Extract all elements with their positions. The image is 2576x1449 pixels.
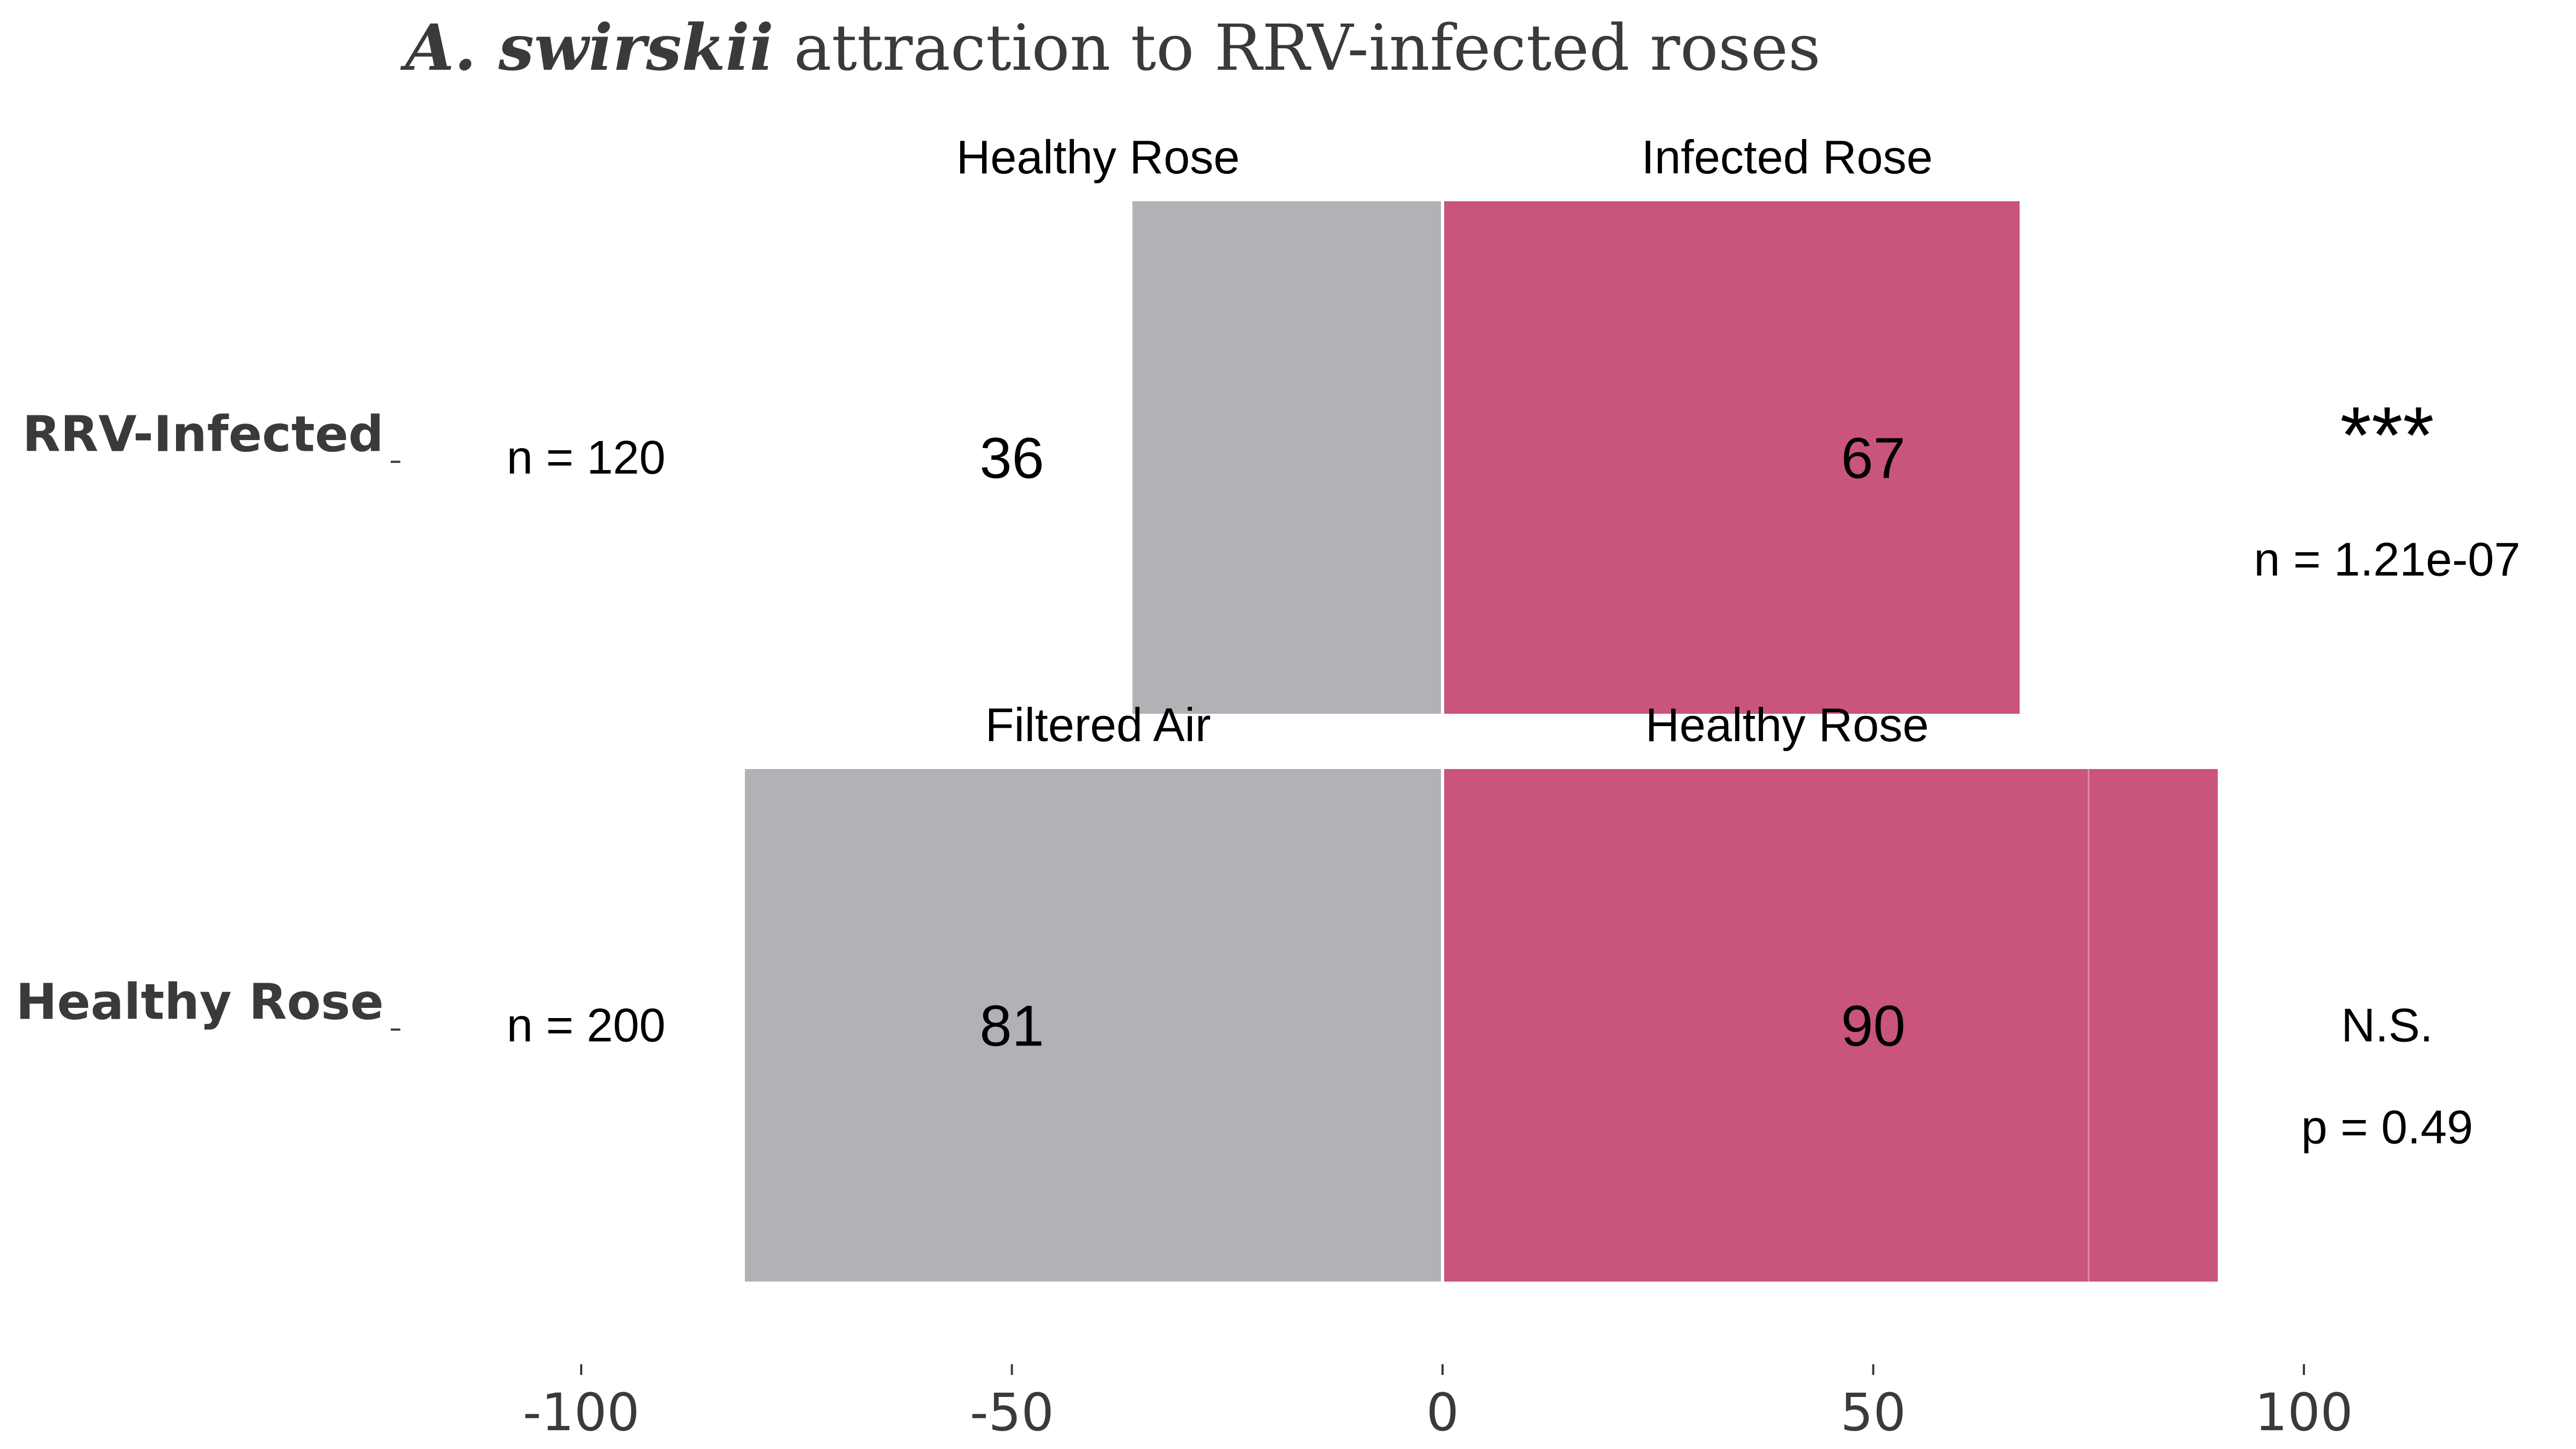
significance-label: *** [2340,390,2434,480]
x-tick-label: 100 [2255,1382,2353,1443]
sample-size-label: n = 200 [507,999,665,1052]
significance-label: N.S. [2341,999,2433,1052]
bar-right [1443,769,2218,1282]
p-value-label: n = 1.21e-07 [2254,533,2521,586]
choice-label-left: Healthy Rose [956,130,1240,184]
bar-left [744,769,1443,1282]
y-category-label: Healthy Rose [16,974,384,1031]
chart-title-species: A. swirskii [400,10,774,85]
choice-label-left: Filtered Air [985,698,1211,751]
x-tick-label: -50 [970,1382,1054,1443]
chart-title-rest: attraction to RRV-infected roses [774,11,1821,85]
chart-title: A. swirskii attraction to RRV-infected r… [400,10,1821,85]
count-label-right: 90 [1841,993,1905,1058]
bar-right [1443,201,2020,714]
bar-left [1132,201,1443,714]
p-value-label: p = 0.49 [2301,1101,2473,1154]
plot-area: Healthy Rose Infected Rose 36 67 RRV-Infecte… [16,130,2520,1443]
count-label-left: 36 [979,426,1044,491]
sample-size-label: n = 120 [507,431,665,484]
x-tick-label: 50 [1840,1382,1906,1443]
x-tick-label: -100 [523,1382,640,1443]
choice-label-right: Infected Rose [1642,130,1933,184]
count-label-right: 67 [1841,426,1905,491]
y-category-label: RRV-Infected [23,406,384,463]
count-label-left: 81 [979,993,1044,1058]
x-tick-label: 0 [1426,1382,1459,1443]
choice-label-right: Healthy Rose [1645,698,1929,751]
